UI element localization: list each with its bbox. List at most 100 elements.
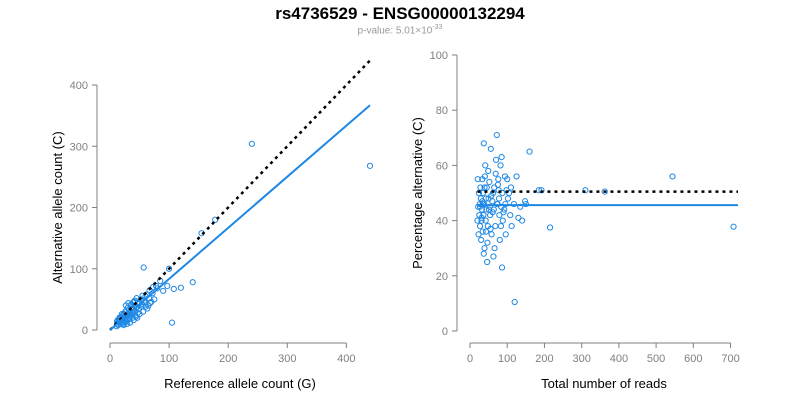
right-data-point xyxy=(480,250,487,257)
right-data-point xyxy=(480,140,487,147)
right-data-point xyxy=(490,253,497,260)
left-reference-line xyxy=(109,59,371,331)
right-data-point xyxy=(507,184,515,191)
left-data-point xyxy=(142,303,149,310)
right-data-point xyxy=(535,187,542,194)
right-data-point xyxy=(477,184,484,191)
left-data-point xyxy=(160,287,167,294)
right-data-point xyxy=(546,224,554,231)
right-data-point xyxy=(474,176,481,183)
right-data-point xyxy=(521,198,529,205)
right-data-point xyxy=(515,214,522,221)
right-data-point xyxy=(502,200,509,208)
right-x-tick-label: 0 xyxy=(467,353,473,365)
left-data-point xyxy=(165,265,173,272)
right-data-point xyxy=(479,189,487,197)
right-x-tick-label: 500 xyxy=(647,353,665,365)
right-y-tick-label: 40 xyxy=(436,216,448,228)
right-x-tick-label: 400 xyxy=(610,353,628,365)
left-data-point xyxy=(134,314,141,321)
right-data-point xyxy=(485,206,493,213)
right-data-point xyxy=(499,217,506,224)
left-x-axis-label: Reference allele count (G) xyxy=(164,376,316,391)
pvalue-text: p-value: 5.01×10 xyxy=(357,25,433,37)
left-data-point xyxy=(126,315,133,323)
left-data-point xyxy=(168,319,176,326)
left-y-tick-label: 100 xyxy=(70,264,88,276)
right-data-point xyxy=(483,184,490,191)
left-y-tick-label: 300 xyxy=(70,141,88,153)
right-data-point xyxy=(510,200,518,208)
right-data-point xyxy=(511,298,518,306)
right-data-point xyxy=(497,223,504,230)
right-data-point xyxy=(479,198,486,205)
right-data-point xyxy=(526,148,533,155)
right-data-point xyxy=(502,231,509,238)
left-y-axis-label: Alternative allele count (C) xyxy=(50,131,65,283)
right-data-point xyxy=(492,223,499,230)
left-data-point xyxy=(144,305,151,312)
right-x-tick-label: 100 xyxy=(498,353,516,365)
left-data-point xyxy=(149,290,156,297)
right-data-point xyxy=(500,209,507,216)
left-data-point xyxy=(150,284,157,291)
right-data-point xyxy=(494,200,501,208)
right-data-point xyxy=(478,214,485,221)
left-y-tick-label: 0 xyxy=(82,325,88,337)
pvalue-exponent: -33 xyxy=(432,24,443,31)
right-x-tick-label: 300 xyxy=(572,353,590,365)
right-data-point xyxy=(479,176,486,183)
right-data-point xyxy=(487,225,494,232)
left-data-point xyxy=(248,140,255,147)
right-data-point xyxy=(488,192,495,199)
left-data-point xyxy=(147,299,154,307)
right-data-point xyxy=(484,239,491,246)
right-data-point xyxy=(522,200,529,208)
right-data-point xyxy=(493,131,500,139)
right-data-point xyxy=(507,211,514,219)
left-x-tick-label: 100 xyxy=(160,353,178,365)
right-data-point xyxy=(488,231,495,238)
left-y-tick-label: 200 xyxy=(70,203,88,215)
right-y-tick-label: 100 xyxy=(430,50,448,62)
pvalue-subtitle: p-value: 5.01×10-33 xyxy=(0,24,800,36)
right-data-point xyxy=(484,258,491,266)
right-data-point xyxy=(486,178,493,186)
left-data-point xyxy=(177,284,185,291)
right-data-point xyxy=(504,195,512,202)
right-data-point xyxy=(475,231,482,238)
left-data-point xyxy=(140,264,147,271)
right-data-point xyxy=(497,162,504,169)
right-data-point xyxy=(476,223,484,230)
right-x-tick-label: 200 xyxy=(535,353,553,365)
right-data-point xyxy=(508,223,515,230)
right-y-axis-label: Percentage alternative (C) xyxy=(410,117,425,269)
right-data-point xyxy=(487,145,494,152)
right-data-point xyxy=(495,176,502,183)
right-data-point xyxy=(496,211,503,219)
right-data-point xyxy=(492,156,500,163)
left-data-point xyxy=(139,292,146,299)
right-y-tick-label: 0 xyxy=(442,326,448,338)
left-fit-line xyxy=(109,104,371,331)
right-data-point xyxy=(482,162,489,169)
right-data-point xyxy=(496,236,503,244)
left-x-tick-label: 0 xyxy=(107,353,113,365)
right-data-point xyxy=(478,217,485,224)
left-data-point xyxy=(124,320,131,327)
left-data-point xyxy=(189,279,196,286)
right-data-point xyxy=(498,264,506,271)
chart-title: rs4736529 - ENSG00000132294 xyxy=(275,4,525,23)
right-data-point xyxy=(482,228,490,235)
right-x-tick-label: 600 xyxy=(684,353,702,365)
right-data-point xyxy=(481,184,488,191)
right-x-axis-label: Total number of reads xyxy=(541,376,667,391)
left-data-point xyxy=(164,282,171,289)
left-y-tick-label: 400 xyxy=(70,80,88,92)
right-y-tick-label: 80 xyxy=(436,105,448,117)
right-data-point xyxy=(730,223,737,230)
right-data-point xyxy=(479,228,486,235)
right-data-point xyxy=(669,173,676,180)
right-data-point xyxy=(478,236,485,244)
